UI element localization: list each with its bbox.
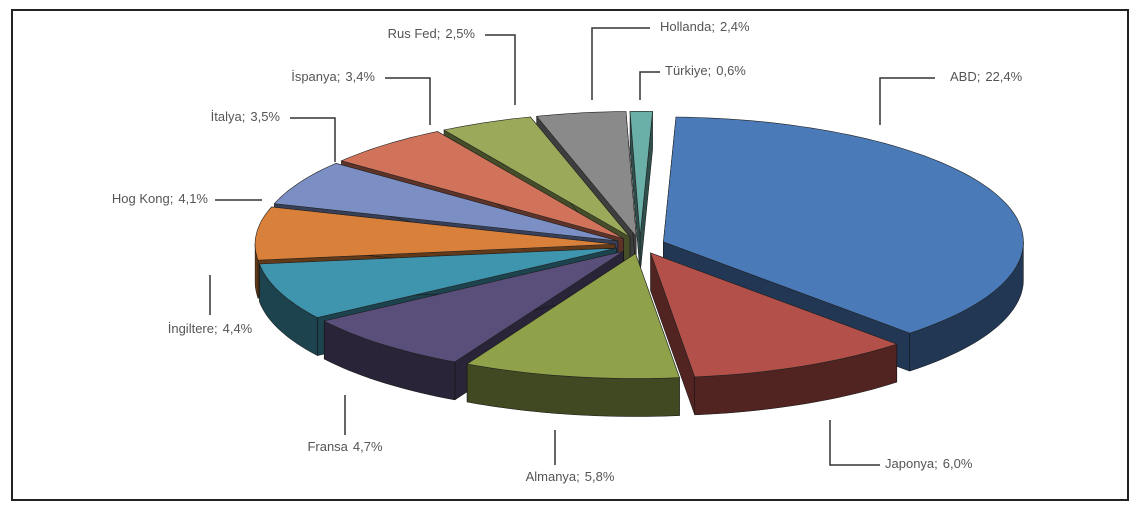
slice [536, 111, 637, 238]
slice [629, 111, 653, 237]
leader-line [591, 27, 650, 100]
slice [663, 116, 1024, 334]
frame [11, 9, 1129, 501]
slice [340, 131, 624, 239]
slice [259, 247, 617, 318]
data-label: Almanya; 5,8% [526, 469, 615, 484]
slice [273, 162, 618, 242]
slice [650, 252, 898, 378]
label-value: 4,4% [223, 321, 253, 336]
data-label: Fransa 4,7% [307, 439, 383, 454]
data-label: ABD; 22,4% [950, 69, 1023, 84]
label-category: Rus Fed; [388, 26, 441, 41]
slice [443, 116, 631, 238]
data-label: İtalya; 3,5% [211, 109, 281, 124]
data-label: İspanya; 3,4% [291, 69, 375, 84]
data-label: İngiltere; 4,4% [168, 321, 253, 336]
label-category: Hollanda; [660, 19, 715, 34]
leader-line [485, 34, 516, 105]
label-category: İspanya; [291, 69, 340, 84]
leader-line [290, 117, 336, 162]
label-category: Japonya; [885, 456, 938, 471]
label-value: 4,1% [178, 191, 208, 206]
leader-line [829, 420, 880, 466]
label-category: ABD; [950, 69, 980, 84]
label-category: Almanya; [526, 469, 580, 484]
label-value: 2,4% [720, 19, 750, 34]
slice [323, 251, 624, 363]
leader-line [879, 77, 935, 125]
label-value: 22,4% [985, 69, 1022, 84]
label-value: 2,5% [445, 26, 475, 41]
label-category: İngiltere; [168, 321, 218, 336]
label-category: Fransa [307, 439, 348, 454]
data-label: Hog Kong; 4,1% [112, 191, 209, 206]
leader-line [639, 71, 660, 100]
label-value: 5,8% [585, 469, 615, 484]
label-value: 3,5% [250, 109, 280, 124]
leader-line [385, 77, 431, 125]
data-label: Japonya; 6,0% [885, 456, 973, 471]
label-category: İtalya; [211, 109, 246, 124]
label-value: 6,0% [943, 456, 973, 471]
label-value: 0,6% [716, 63, 746, 78]
label-value: 4,7% [353, 439, 383, 454]
label-value: 3,4% [345, 69, 375, 84]
data-label: Rus Fed; 2,5% [388, 26, 476, 41]
slice [254, 206, 616, 261]
slice [466, 253, 680, 379]
label-category: Türkiye; [665, 63, 711, 78]
data-label: Hollanda; 2,4% [660, 19, 750, 34]
label-category: Hog Kong; [112, 191, 173, 206]
data-label: Türkiye; 0,6% [665, 63, 746, 78]
